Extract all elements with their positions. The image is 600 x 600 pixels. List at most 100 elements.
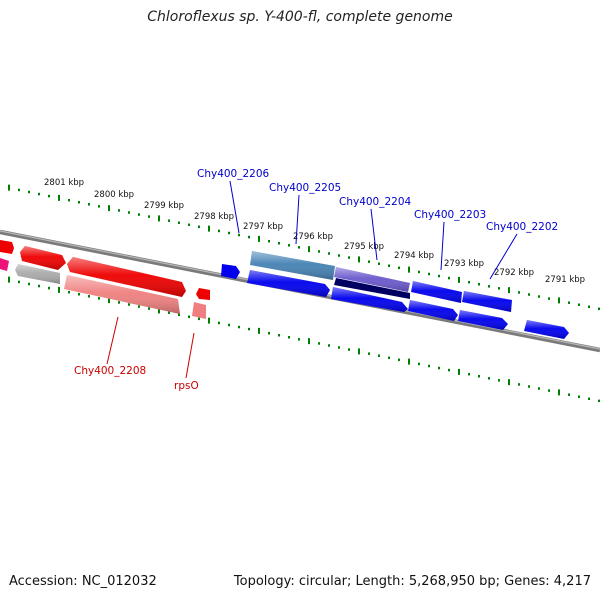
outer-ruler-minor-tick bbox=[118, 209, 120, 212]
inner-ruler-minor-tick bbox=[438, 366, 440, 370]
outer-ruler-minor-tick bbox=[288, 244, 290, 247]
outer-ruler-minor-tick bbox=[528, 293, 530, 296]
outer-ruler-minor-tick bbox=[138, 213, 140, 216]
gene-shading bbox=[15, 246, 569, 339]
inner-ruler-minor-tick bbox=[118, 301, 120, 304]
gene-blue-small[interactable] bbox=[221, 264, 240, 279]
outer-ruler-major-tick bbox=[258, 235, 260, 242]
outer-ruler-minor-tick bbox=[338, 254, 340, 257]
outer-ruler-minor-tick bbox=[378, 262, 380, 265]
inner-ruler-minor-tick bbox=[548, 389, 550, 392]
outer-ruler-minor-tick bbox=[228, 231, 230, 235]
outer-ruler-minor-tick bbox=[18, 188, 20, 192]
inner-ruler-minor-tick bbox=[468, 372, 470, 376]
outer-ruler-minor-tick bbox=[398, 266, 400, 270]
map-title: Chloroflexus sp. Y-400-fl, complete geno… bbox=[147, 9, 453, 25]
genome-stats-text: Topology: circular; Length: 5,268,950 bp… bbox=[233, 574, 591, 589]
inner-ruler-minor-tick bbox=[338, 346, 340, 349]
outer-ruler-minor-tick bbox=[198, 225, 200, 229]
outer-ruler-major-tick bbox=[358, 256, 360, 263]
gene-label-chy400-2208[interactable]: Chy400_2208 bbox=[74, 365, 146, 377]
inner-ruler-minor-tick bbox=[318, 342, 320, 345]
outer-ruler-minor-tick bbox=[568, 301, 570, 304]
gene-label-rpso[interactable]: rpsO bbox=[174, 380, 199, 392]
gene-label-chy400-2206[interactable]: Chy400_2206 bbox=[197, 168, 270, 180]
callout-line-chy400-2206 bbox=[229, 180, 240, 234]
inner-ruler-major-tick bbox=[308, 338, 310, 345]
inner-ruler-minor-tick bbox=[378, 354, 380, 357]
outer-ruler-minor-tick bbox=[168, 219, 170, 222]
outer-ruler-minor-tick bbox=[548, 297, 550, 300]
inner-ruler-major-tick bbox=[208, 317, 210, 324]
inner-ruler-minor-tick bbox=[238, 325, 240, 329]
outer-ruler-major-tick bbox=[458, 276, 460, 283]
inner-ruler-minor-tick bbox=[388, 356, 390, 360]
inner-ruler-minor-tick bbox=[78, 292, 80, 296]
outer-ruler-minor-tick bbox=[278, 241, 280, 245]
outer-ruler-minor-tick bbox=[368, 260, 370, 263]
inner-ruler-minor-tick bbox=[538, 387, 540, 390]
inner-ruler-minor-tick bbox=[18, 280, 20, 284]
inner-ruler-minor-tick bbox=[528, 385, 530, 388]
gene-red-partial-left[interactable] bbox=[0, 240, 14, 254]
outer-ruler-minor-tick bbox=[348, 256, 350, 259]
inner-ruler-minor-tick bbox=[418, 362, 420, 366]
gene-pink-rpso[interactable] bbox=[192, 302, 206, 319]
callout-line-rpso bbox=[185, 332, 195, 379]
gene-label-chy400-2203[interactable]: Chy400_2203 bbox=[414, 209, 486, 221]
gene-magenta-partial[interactable] bbox=[0, 258, 9, 271]
outer-ruler-major-tick bbox=[158, 215, 160, 222]
kbp-label-2798: 2798 kbp bbox=[194, 212, 234, 222]
outer-ruler-minor-tick bbox=[178, 221, 180, 224]
kbp-label-2795: 2795 kbp bbox=[344, 242, 384, 252]
outer-ruler-minor-tick bbox=[218, 229, 220, 233]
kbp-ruler bbox=[8, 184, 600, 403]
inner-ruler-minor-tick bbox=[588, 397, 590, 401]
inner-ruler-major-tick bbox=[458, 368, 460, 375]
outer-ruler-minor-tick bbox=[88, 203, 90, 206]
outer-ruler-minor-tick bbox=[598, 307, 600, 311]
inner-ruler-major-tick bbox=[508, 379, 510, 386]
gene-label-chy400-2204[interactable]: Chy400_2204 bbox=[339, 196, 412, 208]
outer-ruler-minor-tick bbox=[438, 274, 440, 278]
inner-ruler-major-tick bbox=[108, 297, 110, 304]
inner-ruler-minor-tick bbox=[98, 297, 100, 300]
callout-line-chy400-2203 bbox=[440, 221, 445, 271]
inner-ruler-minor-tick bbox=[478, 374, 480, 378]
outer-ruler-minor-tick bbox=[388, 264, 390, 268]
inner-ruler-major-tick bbox=[8, 276, 10, 283]
kbp-labels: 2801 kbp 2800 kbp 2799 kbp 2798 kbp 2797… bbox=[44, 178, 585, 285]
outer-ruler-major-tick bbox=[558, 297, 560, 304]
inner-ruler-minor-tick bbox=[48, 286, 50, 290]
outer-ruler-minor-tick bbox=[318, 250, 320, 253]
outer-ruler-minor-tick bbox=[428, 272, 430, 276]
gene-navy[interactable] bbox=[334, 278, 410, 299]
gene-red-small-b[interactable] bbox=[196, 288, 210, 300]
inner-ruler-minor-tick bbox=[68, 290, 70, 294]
inner-ruler-major-tick bbox=[558, 389, 560, 396]
inner-ruler-minor-tick bbox=[168, 311, 170, 314]
inner-ruler-minor-tick bbox=[138, 305, 140, 308]
accession-text: Accession: NC_012032 bbox=[9, 574, 157, 589]
outer-ruler-major-tick bbox=[108, 205, 110, 212]
inner-ruler-minor-tick bbox=[248, 327, 250, 331]
inner-ruler-minor-tick bbox=[448, 368, 450, 372]
callout-lines bbox=[106, 180, 518, 379]
outer-ruler-minor-tick bbox=[298, 246, 300, 249]
inner-ruler-minor-tick bbox=[228, 323, 230, 327]
gene-label-chy400-2202[interactable]: Chy400_2202 bbox=[486, 221, 558, 233]
outer-ruler-minor-tick bbox=[488, 285, 490, 288]
callout-line-chy400-2208 bbox=[106, 316, 119, 365]
inner-ruler-minor-tick bbox=[278, 333, 280, 337]
gene-label-chy400-2205[interactable]: Chy400_2205 bbox=[269, 182, 341, 194]
inner-ruler-major-tick bbox=[408, 358, 410, 365]
inner-ruler-minor-tick bbox=[128, 303, 130, 306]
kbp-label-2794: 2794 kbp bbox=[394, 251, 434, 261]
outer-ruler-minor-tick bbox=[188, 223, 190, 227]
inner-ruler-minor-tick bbox=[268, 331, 270, 335]
outer-ruler-minor-tick bbox=[538, 295, 540, 298]
outer-ruler-minor-tick bbox=[518, 291, 520, 294]
inner-ruler-minor-tick bbox=[198, 317, 200, 321]
kbp-label-2800: 2800 kbp bbox=[94, 190, 134, 200]
